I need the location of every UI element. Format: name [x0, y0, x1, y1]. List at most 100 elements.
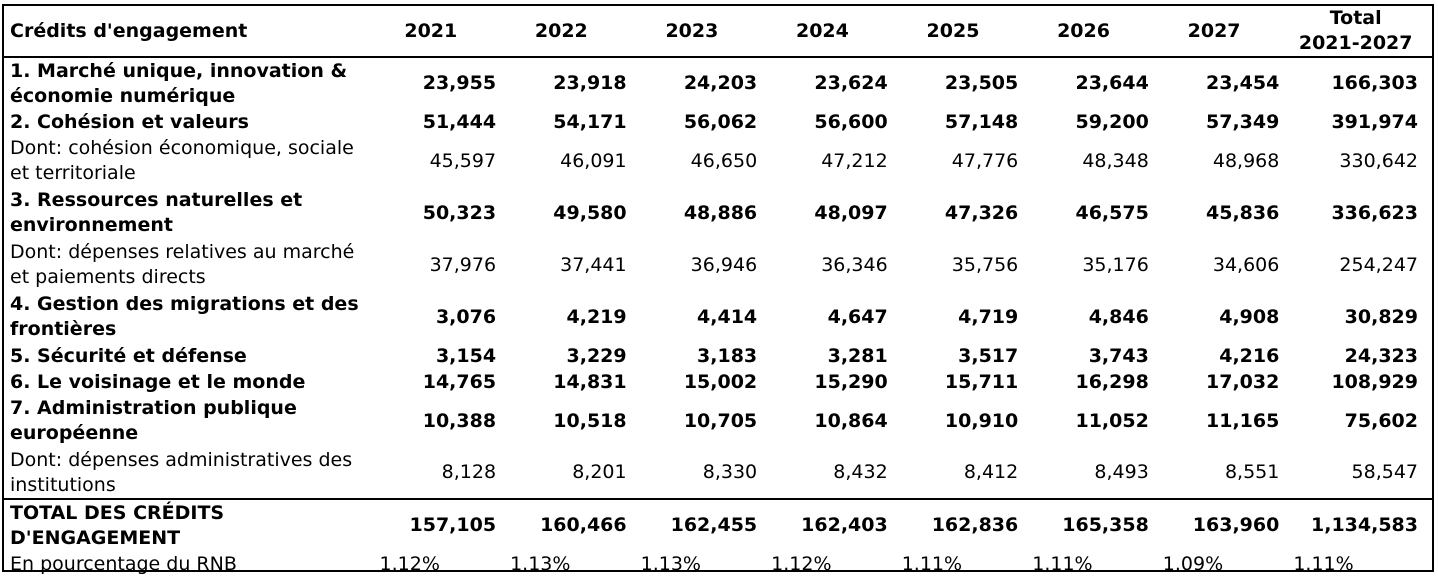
cell-value: 3,517	[958, 344, 1019, 367]
cell-value: 56,600	[814, 110, 888, 133]
cell-value: 8,330	[702, 461, 758, 483]
cell-total: 166,303	[1331, 72, 1418, 94]
cell-percentage: 1.11%	[1032, 552, 1093, 575]
cell-total: 1,134,583	[1311, 514, 1418, 536]
cell-value: 10,705	[683, 409, 758, 432]
row-label: 7. Administration publique européenne	[10, 397, 297, 444]
row-label: 2. Cohésion et valeurs	[10, 110, 249, 133]
cell-value: 160,466	[540, 514, 627, 536]
cell-value: 4,414	[697, 305, 758, 328]
header-total: Total 2021-2027	[1279, 6, 1432, 57]
row-label: Dont: dépenses administratives des insti…	[10, 448, 353, 496]
cell-value: 57,349	[1206, 110, 1280, 133]
table-row: Dont: dépenses administratives des insti…	[4, 447, 1432, 499]
cell-value: 4,846	[1088, 305, 1149, 328]
cell-value: 23,624	[814, 72, 888, 94]
commitment-appropriations-table: Crédits d'engagement 2021 2022 2023 2024…	[4, 6, 1432, 577]
cell-value: 46,091	[560, 149, 627, 172]
cell-value: 47,776	[951, 149, 1019, 172]
table-row: 7. Administration publique européenne 10…	[4, 395, 1432, 447]
table-row: Dont: cohésion économique, sociale et te…	[4, 135, 1432, 187]
table-row: 1. Marché unique, innovation & économie …	[4, 57, 1432, 109]
cell-total: 330,642	[1339, 149, 1418, 172]
row-label: 3. Ressources naturelles et environnemen…	[10, 189, 303, 236]
header-year: 2027	[1187, 19, 1241, 42]
row-label: Dont: dépenses relatives au marché et pa…	[10, 241, 355, 288]
cell-value: 48,097	[814, 201, 888, 224]
cell-value: 59,200	[1075, 110, 1149, 133]
cell-value: 15,711	[944, 370, 1019, 393]
cell-value: 4,719	[958, 305, 1019, 328]
total-row-label: TOTAL DES CRÉDITS D'ENGAGEMENT	[10, 501, 225, 549]
cell-value: 16,298	[1075, 370, 1149, 393]
cell-value: 165,358	[1062, 514, 1149, 536]
cell-value: 11,052	[1075, 409, 1149, 432]
cell-value: 24,203	[683, 72, 758, 94]
cell-value: 14,765	[422, 370, 497, 393]
cell-value: 51,444	[422, 110, 497, 133]
cell-value: 36,946	[690, 253, 758, 276]
cell-value: 8,128	[441, 461, 497, 483]
header-total-line2: 2021-2027	[1298, 32, 1413, 54]
cell-value: 48,968	[1212, 149, 1280, 172]
cell-value: 49,580	[553, 201, 627, 224]
row-label: 1. Marché unique, innovation & économie …	[10, 59, 348, 107]
cell-value: 54,171	[553, 110, 627, 133]
cell-total: 58,547	[1351, 461, 1418, 483]
cell-value: 10,518	[553, 409, 627, 432]
cell-value: 47,212	[821, 149, 888, 172]
cell-value: 46,650	[690, 149, 758, 172]
cell-value: 8,201	[572, 461, 627, 483]
total-row: TOTAL DES CRÉDITS D'ENGAGEMENT 157,105 1…	[4, 499, 1432, 551]
cell-total: 336,623	[1331, 201, 1418, 224]
cell-value: 45,836	[1206, 201, 1280, 224]
cell-value: 23,454	[1206, 72, 1280, 94]
header-year: 2022	[534, 19, 588, 42]
cell-value: 8,493	[1094, 461, 1149, 483]
table-row: 5. Sécurité et défense 3,154 3,229 3,183…	[4, 343, 1432, 369]
header-total-line1: Total	[1329, 7, 1382, 29]
cell-total: 391,974	[1331, 110, 1418, 133]
cell-value: 34,606	[1212, 253, 1280, 276]
cell-value: 36,346	[821, 253, 888, 276]
cell-percentage-total: 1.11%	[1293, 552, 1354, 575]
cell-value: 4,647	[827, 305, 888, 328]
table-row: Dont: dépenses relatives au marché et pa…	[4, 239, 1432, 291]
cell-value: 3,154	[435, 344, 497, 367]
cell-value: 23,918	[553, 72, 627, 94]
header-year: 2026	[1057, 19, 1110, 42]
cell-total: 108,929	[1331, 370, 1418, 393]
cell-value: 15,290	[814, 370, 888, 393]
gni-percentage-row: En pourcentage du RNB 1.12% 1.13% 1.13% …	[4, 551, 1432, 577]
cell-value: 37,976	[429, 253, 497, 276]
cell-percentage: 1.12%	[379, 552, 440, 575]
cell-value: 50,323	[422, 201, 497, 224]
cell-value: 15,002	[683, 370, 758, 393]
table-row: 2. Cohésion et valeurs 51,444 54,171 56,…	[4, 109, 1432, 135]
table-row: 6. Le voisinage et le monde 14,765 14,83…	[4, 369, 1432, 395]
cell-value: 46,575	[1075, 201, 1149, 224]
commitment-appropriations-table-frame: Crédits d'engagement 2021 2022 2023 2024…	[2, 4, 1434, 575]
cell-value: 162,455	[670, 514, 758, 536]
cell-value: 4,216	[1219, 344, 1280, 367]
cell-total: 254,247	[1339, 253, 1418, 276]
cell-value: 10,388	[422, 409, 497, 432]
cell-value: 23,644	[1075, 72, 1149, 94]
cell-value: 10,910	[944, 409, 1019, 432]
header-year: 2021	[404, 19, 458, 42]
cell-value: 23,505	[944, 72, 1019, 94]
cell-total: 75,602	[1344, 409, 1418, 432]
cell-value: 3,076	[435, 305, 497, 328]
cell-value: 8,432	[833, 461, 888, 483]
cell-value: 4,908	[1219, 305, 1280, 328]
cell-value: 56,062	[683, 110, 758, 133]
cell-value: 3,281	[827, 344, 888, 367]
row-label: 5. Sécurité et défense	[10, 344, 247, 367]
header-year: 2025	[926, 19, 980, 42]
cell-value: 37,441	[560, 253, 627, 276]
cell-value: 162,836	[931, 514, 1019, 536]
cell-value: 48,348	[1082, 149, 1149, 172]
cell-value: 23,955	[422, 72, 497, 94]
cell-value: 11,165	[1206, 409, 1280, 432]
header-row: Crédits d'engagement 2021 2022 2023 2024…	[4, 6, 1432, 57]
